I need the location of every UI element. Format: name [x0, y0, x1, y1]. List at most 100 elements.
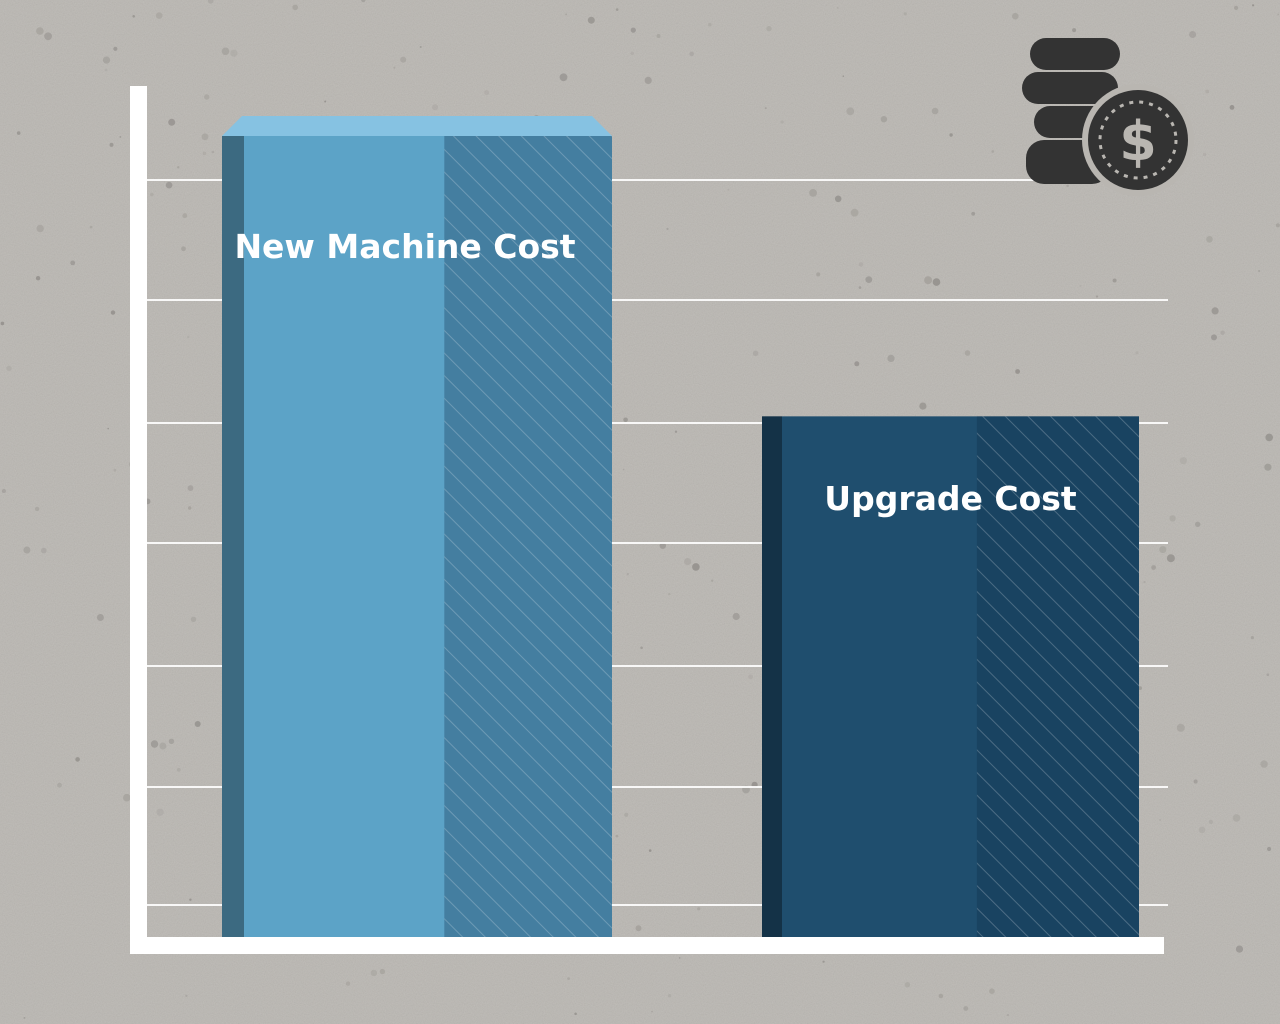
speckle — [187, 485, 194, 491]
speckle — [932, 278, 941, 286]
speckle — [202, 151, 207, 156]
speckle — [1275, 223, 1280, 228]
bar-label: Upgrade Cost — [824, 479, 1077, 518]
speckle — [1112, 278, 1117, 283]
speckle — [185, 994, 188, 997]
speckle — [324, 100, 327, 103]
bar-side — [222, 136, 244, 937]
speckle — [419, 46, 422, 48]
speckle — [1235, 945, 1244, 953]
speckle — [651, 1010, 653, 1013]
speckle — [96, 614, 104, 621]
speckle — [1143, 581, 1146, 584]
speckle — [159, 742, 167, 750]
speckle — [168, 738, 175, 744]
speckle — [44, 32, 52, 41]
speckle — [1151, 565, 1156, 570]
speckle — [361, 0, 366, 3]
speckle — [107, 427, 109, 430]
speckle — [194, 721, 201, 727]
speckle — [230, 49, 238, 57]
speckle — [692, 563, 700, 571]
speckle — [36, 27, 44, 35]
speckle — [931, 107, 939, 115]
speckle — [822, 960, 825, 963]
speckle — [345, 981, 351, 986]
speckle — [567, 977, 570, 980]
speckle — [766, 25, 772, 32]
speckle — [177, 166, 180, 169]
speckle — [615, 8, 619, 11]
speckle — [104, 68, 108, 72]
speckle — [858, 286, 862, 289]
speckle — [70, 260, 76, 266]
speckle — [887, 354, 895, 362]
speckle — [188, 506, 192, 510]
speckle — [1169, 515, 1176, 522]
speckle — [938, 993, 944, 999]
speckle — [615, 834, 619, 838]
speckle — [182, 213, 188, 219]
speckle — [924, 276, 933, 285]
speckle — [190, 616, 197, 622]
speckle — [292, 4, 299, 11]
speckle — [119, 136, 122, 138]
speckle — [155, 12, 163, 19]
speckle — [1208, 819, 1213, 825]
speckle — [1179, 457, 1187, 465]
speckle — [204, 94, 210, 100]
speckle — [1138, 686, 1142, 690]
x-axis — [130, 937, 1164, 954]
speckle — [1234, 5, 1239, 10]
speckle — [36, 224, 44, 233]
speckle — [623, 417, 628, 423]
speckle — [1232, 814, 1241, 822]
speckle — [123, 793, 131, 802]
speckle — [630, 51, 634, 55]
speckle — [711, 579, 714, 582]
speckle — [432, 104, 439, 111]
speckle — [189, 898, 192, 901]
speckle — [187, 335, 190, 339]
speckle — [1266, 673, 1270, 676]
speckle — [640, 646, 643, 650]
speckle — [727, 188, 730, 191]
speckle — [150, 740, 159, 748]
bar-1: Upgrade Cost — [762, 416, 1139, 938]
speckle — [834, 195, 842, 203]
speckle — [75, 757, 80, 762]
speckle — [1159, 819, 1162, 821]
speckle — [16, 131, 21, 135]
speckle — [1220, 330, 1225, 335]
speckle — [41, 547, 47, 554]
speckle — [132, 14, 135, 18]
speckle — [165, 181, 173, 189]
speckle — [1267, 846, 1272, 852]
speckle — [903, 12, 907, 16]
speckle — [684, 558, 692, 566]
speckle — [23, 546, 31, 554]
speckle — [764, 107, 767, 110]
speckle — [842, 75, 845, 77]
speckle — [644, 76, 652, 84]
speckle — [1211, 334, 1217, 341]
speckle — [836, 7, 839, 9]
speckle — [949, 133, 953, 137]
speckle — [484, 90, 490, 96]
speckle — [689, 51, 694, 57]
speckle — [35, 276, 41, 281]
coin-stack-dollar-icon: $ — [1022, 38, 1194, 196]
speckle — [1264, 463, 1272, 471]
speckle — [1095, 295, 1099, 298]
speckle — [780, 120, 784, 124]
speckle — [1079, 285, 1082, 287]
speckle — [904, 982, 911, 988]
speckle — [1015, 369, 1020, 374]
speckle — [678, 957, 681, 959]
speckle — [748, 674, 753, 680]
speckle — [674, 430, 678, 433]
speckle — [656, 34, 661, 38]
speckle — [207, 0, 214, 4]
